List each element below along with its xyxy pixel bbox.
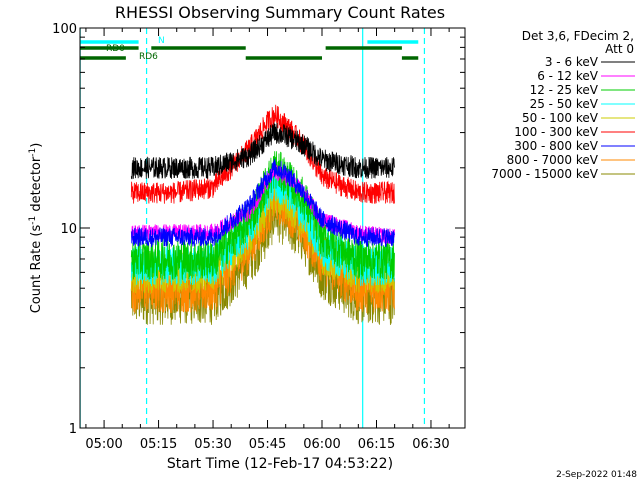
series-line	[130, 122, 395, 180]
legend-entry-label: 25 - 50 keV	[530, 97, 599, 111]
y-axis-label: Count Rate (s-1 detector-1)	[28, 143, 44, 314]
series-group	[130, 104, 395, 326]
x-tick-label: 06:30	[412, 437, 449, 452]
flag-bar-label: RD6	[139, 52, 158, 62]
legend-entry-label: 3 - 6 keV	[545, 55, 599, 69]
legend-entry-label: 800 - 7000 keV	[507, 153, 599, 167]
y-tick-label: 1	[69, 422, 77, 437]
y-axis-label-sup: -1	[28, 216, 38, 225]
x-tick-label: 05:15	[140, 437, 177, 452]
x-tick-label: 05:30	[194, 437, 231, 452]
legend-entry-label: 50 - 100 keV	[522, 111, 599, 125]
flag-bar-label: N	[158, 36, 165, 46]
legend-entry-label: 100 - 300 keV	[514, 125, 598, 139]
y-axis-label-rest: detector	[29, 156, 44, 216]
x-tick-label: 05:45	[249, 437, 286, 452]
legend-entry-label: 12 - 25 keV	[530, 83, 599, 97]
legend-header-line2: Att 0	[605, 42, 634, 56]
y-axis: 1 10 100	[52, 22, 465, 437]
legend-header-line1: Det 3,6, FDecim 2,	[522, 29, 634, 43]
date-stamp: 2-Sep-2022 01:48	[556, 470, 637, 480]
x-tick-label: 06:15	[358, 437, 395, 452]
y-axis-label-end: )	[29, 143, 44, 148]
x-axis: 05:00 05:15 05:30 05:45 06:00 06:15 06:30	[85, 28, 450, 452]
x-tick-label: 06:00	[303, 437, 340, 452]
chart-title: RHESSI Observing Summary Count Rates	[115, 3, 445, 22]
x-tick-label: 05:00	[85, 437, 122, 452]
y-tick-label: 100	[52, 22, 77, 37]
series-line	[130, 151, 395, 280]
series-line	[130, 104, 395, 205]
y-axis-label-sup2: -1	[28, 148, 38, 157]
legend-entry-label: 7000 - 15000 keV	[491, 167, 598, 181]
y-axis-label-main: Count Rate (s	[29, 225, 44, 314]
x-axis-label: Start Time (12-Feb-17 04:53:22)	[167, 456, 393, 472]
flag-bar-label: RD0	[106, 44, 125, 54]
flag-bars: N RD0 RD6	[80, 36, 419, 62]
series-line	[130, 158, 395, 248]
legend-entry-label: 300 - 800 keV	[514, 139, 598, 153]
y-tick-label: 10	[60, 222, 77, 237]
legend-entry-label: 6 - 12 keV	[537, 69, 599, 83]
